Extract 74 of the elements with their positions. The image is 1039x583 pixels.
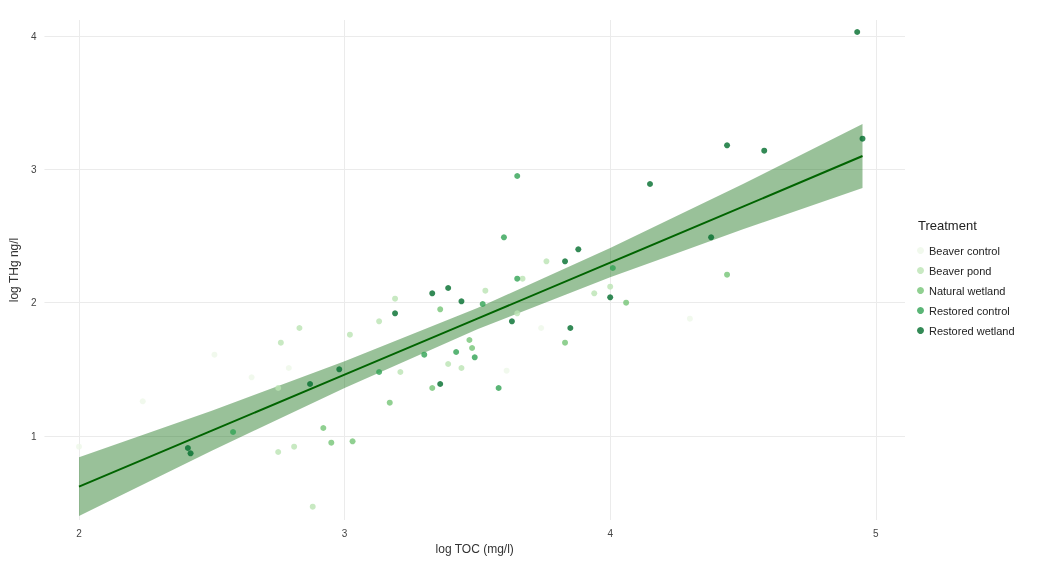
point [724, 271, 731, 278]
point [397, 369, 404, 375]
point [376, 318, 383, 325]
point [607, 294, 614, 301]
point [623, 299, 630, 306]
point [508, 318, 515, 325]
point [184, 445, 191, 451]
point [291, 443, 298, 450]
legend-title: Treatment [918, 218, 978, 233]
point [567, 325, 574, 331]
point [854, 29, 861, 35]
point [230, 429, 237, 435]
point [386, 399, 393, 406]
point [466, 337, 473, 343]
point [724, 142, 731, 149]
y-axis-title: log THg ng/l [7, 237, 21, 303]
point [376, 369, 383, 375]
point [591, 290, 598, 297]
point [275, 385, 282, 391]
point [429, 385, 436, 391]
point [275, 449, 282, 455]
point [607, 283, 614, 290]
point [307, 381, 314, 387]
line-series [77, 155, 864, 488]
legend-label: Natural wetland [929, 284, 1006, 297]
x-tick-label: 5 [873, 527, 879, 539]
point [445, 361, 452, 367]
point [328, 439, 335, 446]
point [482, 287, 489, 294]
point [392, 310, 399, 317]
point [562, 258, 569, 265]
x-axis-title: log TOC (mg/l) [435, 541, 514, 556]
point [437, 306, 444, 313]
point [320, 425, 327, 431]
point [458, 365, 465, 371]
point [453, 349, 460, 355]
y-tick-label: 4 [30, 30, 37, 42]
point [429, 290, 436, 297]
legend-label: Restored wetland [929, 324, 1015, 337]
point [346, 331, 353, 338]
point [309, 503, 316, 510]
point [469, 345, 476, 351]
point [647, 181, 654, 187]
point [479, 301, 486, 307]
point [575, 246, 582, 253]
point [761, 147, 768, 154]
point [349, 438, 356, 445]
point [392, 295, 399, 302]
point [458, 298, 465, 305]
y-tick-label: 3 [30, 163, 37, 175]
legend-label: Beaver pond [929, 264, 992, 277]
point [421, 351, 428, 358]
point [514, 275, 521, 282]
x-tick-label: 3 [341, 527, 348, 539]
x-tick-label: 4 [607, 527, 614, 539]
point [471, 354, 478, 361]
point [562, 339, 569, 346]
point [514, 173, 521, 179]
point [514, 310, 521, 317]
point [495, 385, 502, 391]
point [609, 265, 616, 271]
point [437, 381, 444, 387]
point [708, 234, 715, 241]
x-tick-label: 2 [76, 527, 83, 539]
point [277, 339, 284, 346]
point [336, 366, 343, 373]
y-tick-label: 2 [30, 297, 37, 309]
point [296, 325, 303, 331]
legend-label: Restored control [929, 304, 1010, 317]
point [500, 234, 507, 241]
legend-label: Beaver control [929, 244, 1000, 257]
point [445, 285, 452, 291]
y-tick-label: 1 [30, 430, 37, 442]
point [543, 258, 550, 265]
